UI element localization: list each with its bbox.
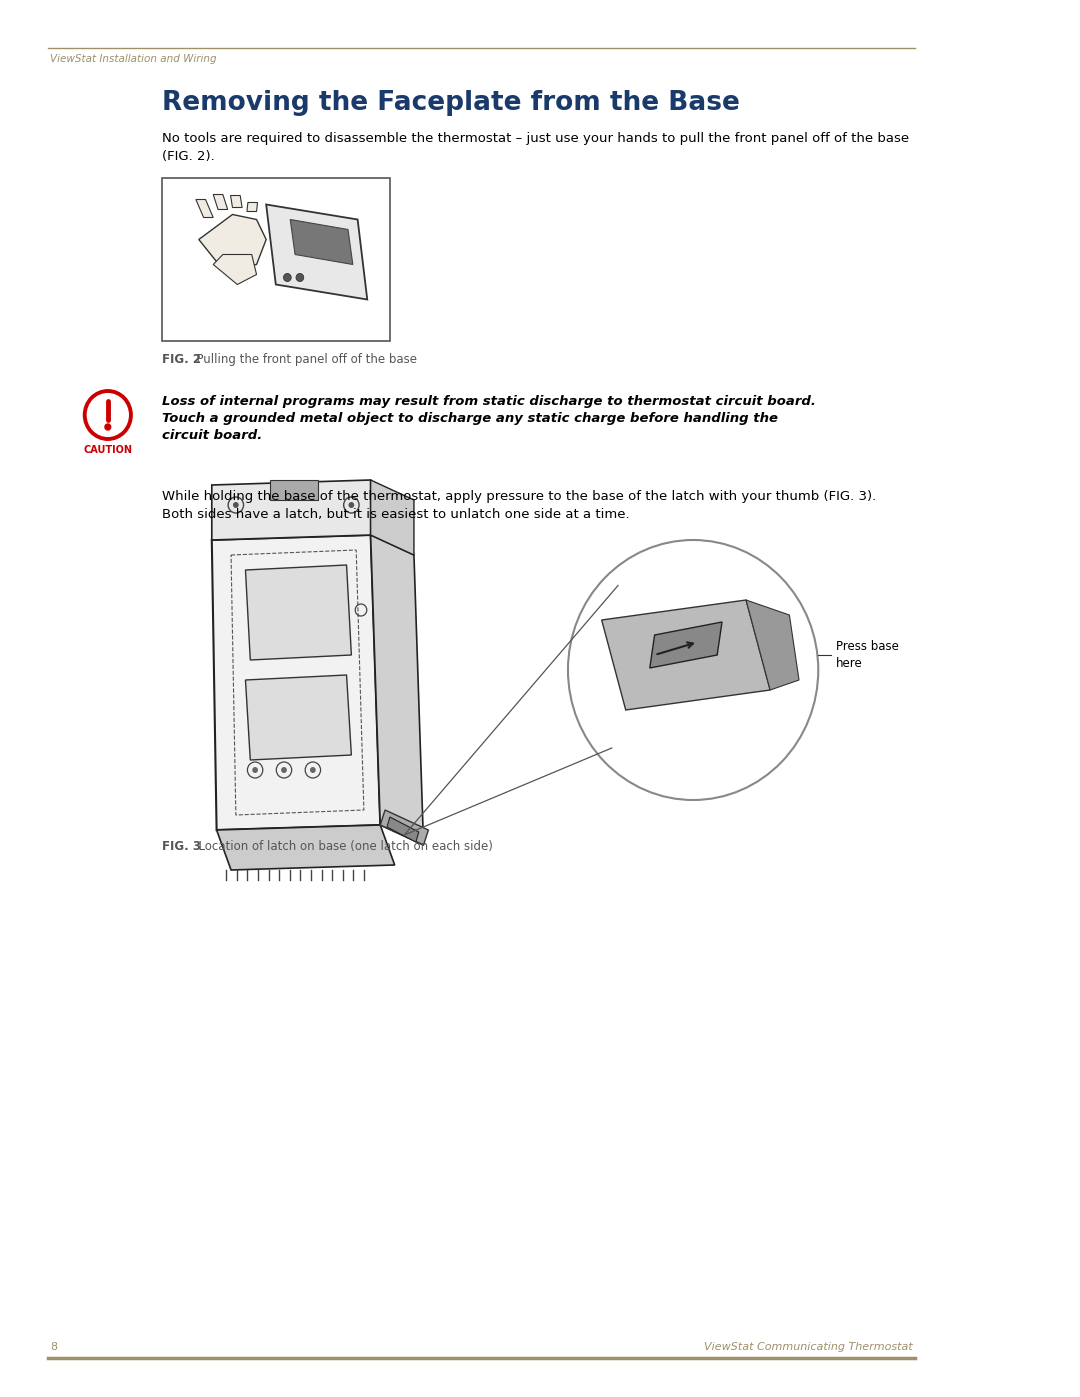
Polygon shape [230, 196, 242, 208]
Polygon shape [291, 219, 353, 264]
Text: ViewStat Installation and Wiring: ViewStat Installation and Wiring [50, 54, 217, 64]
Circle shape [310, 767, 315, 773]
Circle shape [253, 767, 258, 773]
Circle shape [568, 541, 819, 800]
Polygon shape [650, 622, 723, 668]
Circle shape [284, 274, 292, 282]
Polygon shape [247, 203, 257, 211]
Bar [162, 177, 390, 341]
Circle shape [281, 767, 287, 773]
Text: 8: 8 [50, 1343, 57, 1352]
Polygon shape [245, 675, 351, 760]
Circle shape [349, 502, 354, 509]
Polygon shape [270, 481, 318, 500]
Text: Location of latch on base (one latch on each side): Location of latch on base (one latch on … [190, 840, 492, 854]
Polygon shape [380, 810, 429, 845]
Polygon shape [217, 826, 394, 870]
Text: circuit board.: circuit board. [162, 429, 262, 441]
Polygon shape [266, 204, 367, 299]
Text: Loss of internal programs may result from static discharge to thermostat circuit: Loss of internal programs may result fro… [162, 395, 815, 408]
Text: ViewStat Communicating Thermostat: ViewStat Communicating Thermostat [704, 1343, 913, 1352]
Circle shape [105, 425, 111, 430]
Text: Removing the Faceplate from the Base: Removing the Faceplate from the Base [162, 89, 740, 116]
Polygon shape [245, 564, 351, 659]
Text: No tools are required to disassemble the thermostat – just use your hands to pul: No tools are required to disassemble the… [162, 131, 909, 163]
Polygon shape [387, 817, 419, 842]
Polygon shape [746, 599, 799, 690]
Text: FIG. 3: FIG. 3 [162, 840, 201, 854]
Circle shape [233, 502, 239, 509]
Text: Press base
here: Press base here [836, 640, 899, 671]
Polygon shape [370, 535, 423, 845]
Polygon shape [213, 194, 228, 210]
Polygon shape [370, 481, 414, 555]
Text: Touch a grounded metal object to discharge any static charge before handling the: Touch a grounded metal object to dischar… [162, 412, 778, 425]
Polygon shape [199, 215, 266, 270]
Polygon shape [195, 200, 213, 218]
Text: Pulling the front panel off of the base: Pulling the front panel off of the base [189, 353, 417, 366]
Polygon shape [602, 599, 770, 710]
Text: CAUTION: CAUTION [83, 446, 133, 455]
Polygon shape [213, 254, 257, 285]
Text: While holding the base of the thermostat, apply pressure to the base of the latc: While holding the base of the thermostat… [162, 490, 876, 521]
Polygon shape [212, 481, 370, 541]
Text: FIG. 2: FIG. 2 [162, 353, 201, 366]
Polygon shape [212, 535, 380, 830]
Circle shape [296, 274, 303, 282]
